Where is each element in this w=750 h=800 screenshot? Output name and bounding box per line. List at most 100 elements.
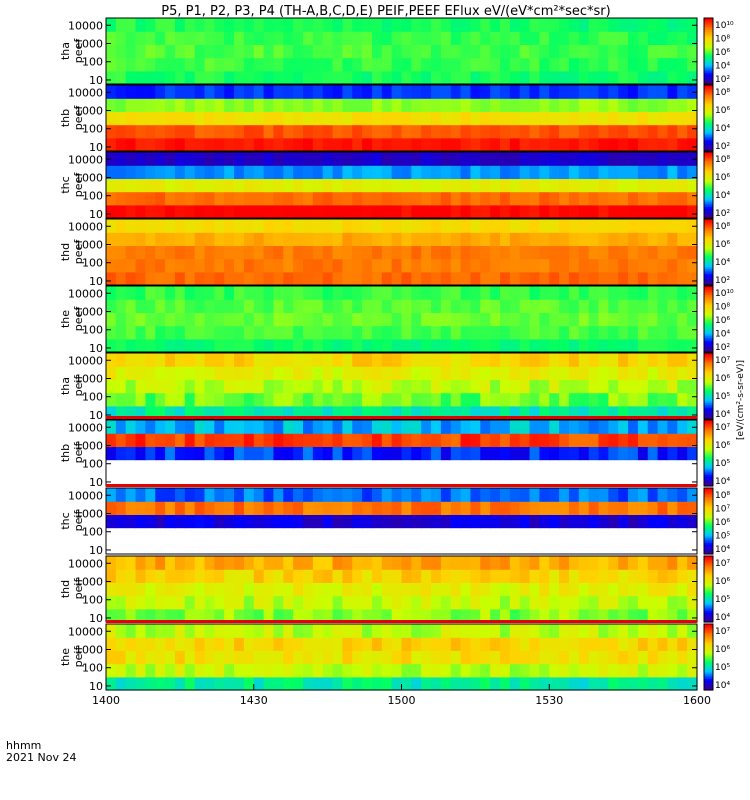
spectrogram-cell xyxy=(253,286,265,300)
spectrogram-cell xyxy=(588,325,600,340)
spectrogram-cell xyxy=(303,299,314,313)
spectrogram-cell xyxy=(332,178,343,193)
spectrogram-cell xyxy=(362,608,373,623)
spectrogram-cell xyxy=(450,501,462,515)
spectrogram-cell xyxy=(115,366,127,380)
spectrogram-cell xyxy=(411,488,422,502)
spectrogram-cell xyxy=(214,420,225,434)
spectrogram-cell xyxy=(470,245,481,260)
spectrogram-cell xyxy=(115,624,127,638)
spectrogram-cell xyxy=(519,405,531,420)
spectrogram-cell xyxy=(273,392,284,407)
spectrogram-cell xyxy=(322,124,334,139)
spectrogram-cell xyxy=(529,624,540,638)
spectrogram-cell xyxy=(174,446,186,461)
spectrogram-cell xyxy=(647,57,659,72)
spectrogram-cell xyxy=(450,353,462,367)
spectrogram-cell xyxy=(174,191,186,206)
spectrogram-cell xyxy=(253,338,265,353)
spectrogram-cell xyxy=(234,650,245,665)
spectrogram-cell xyxy=(243,676,255,691)
spectrogram-cell xyxy=(588,124,600,139)
spectrogram-cell xyxy=(401,299,412,313)
colorbar-segment xyxy=(704,479,713,482)
colorbar-segment xyxy=(704,165,713,168)
spectrogram-cell xyxy=(234,286,245,300)
colorbar-segment xyxy=(704,309,713,312)
spectrogram-cell xyxy=(519,663,531,678)
spectrogram-cell xyxy=(243,57,255,72)
spectrogram-cell xyxy=(647,433,659,447)
panel-product-label: peif xyxy=(72,510,85,532)
spectrogram-cell xyxy=(490,650,501,665)
spectrogram-cell xyxy=(677,299,688,313)
spectrogram-cell xyxy=(125,624,137,638)
spectrogram-cell xyxy=(687,70,698,85)
spectrogram-cell xyxy=(381,353,393,367)
spectrogram-cell xyxy=(519,353,531,367)
spectrogram-cell xyxy=(293,111,304,126)
spectrogram-cell xyxy=(263,392,275,407)
spectrogram-cell xyxy=(667,204,678,219)
spectrogram-cell xyxy=(411,258,422,273)
spectrogram-cell xyxy=(362,663,373,678)
spectrogram-cell xyxy=(214,501,225,515)
spectrogram-cell xyxy=(312,582,324,597)
colorbar-segment xyxy=(704,80,713,83)
spectrogram-cell xyxy=(115,178,127,193)
spectrogram-cell xyxy=(165,433,176,447)
spectrogram-cell xyxy=(283,595,294,610)
spectrogram-cell xyxy=(263,501,275,515)
spectrogram-cell xyxy=(234,191,245,206)
spectrogram-cell xyxy=(568,204,580,219)
spectrogram-cell xyxy=(421,31,432,45)
spectrogram-cell xyxy=(637,650,649,665)
colorbar-segment xyxy=(704,459,713,462)
spectrogram-cell xyxy=(490,286,501,300)
spectrogram-cell xyxy=(125,191,137,206)
spectrogram-cell xyxy=(174,85,186,99)
colorbar-segment xyxy=(704,24,713,27)
spectrogram-cell xyxy=(598,98,609,112)
spectrogram-cell xyxy=(224,258,235,273)
spectrogram-cell xyxy=(312,595,324,610)
spectrogram-cell xyxy=(667,85,678,99)
spectrogram-cell xyxy=(568,392,580,407)
spectrogram-cell xyxy=(273,366,284,380)
spectrogram-cell xyxy=(283,191,294,206)
spectrogram-cell xyxy=(194,178,206,193)
spectrogram-cell xyxy=(243,98,255,112)
spectrogram-cell xyxy=(667,569,678,583)
spectrogram-cell xyxy=(500,124,511,139)
spectrogram-cell xyxy=(263,379,275,394)
spectrogram-cell xyxy=(588,420,600,434)
spectrogram-cell xyxy=(293,338,304,353)
spectrogram-cell xyxy=(273,637,284,651)
spectrogram-cell xyxy=(381,663,393,678)
spectrogram-cell xyxy=(381,405,393,420)
spectrogram-cell xyxy=(322,137,334,152)
spectrogram-cell xyxy=(598,18,609,32)
spectrogram-cell xyxy=(115,650,127,665)
spectrogram-cell xyxy=(362,650,373,665)
spectrogram-cell xyxy=(549,569,560,583)
spectrogram-cell xyxy=(608,70,619,85)
spectrogram-cell xyxy=(529,204,540,219)
spectrogram-cell xyxy=(362,569,373,583)
spectrogram-cell xyxy=(234,98,245,112)
colorbar-segment xyxy=(704,384,713,387)
spectrogram-cell xyxy=(578,219,590,233)
spectrogram-cell xyxy=(411,624,422,638)
spectrogram-cell xyxy=(450,286,462,300)
spectrogram-cell xyxy=(145,44,156,59)
colorbar-segment xyxy=(704,524,713,527)
spectrogram-cell xyxy=(273,85,284,99)
spectrogram-cell xyxy=(411,650,422,665)
colorbar-segment xyxy=(704,507,713,511)
spectrogram-cell xyxy=(234,258,245,273)
spectrogram-cell xyxy=(125,582,137,597)
spectrogram-cell xyxy=(115,137,127,152)
colorbar-segment xyxy=(704,529,713,532)
spectrogram-cell xyxy=(194,379,206,394)
